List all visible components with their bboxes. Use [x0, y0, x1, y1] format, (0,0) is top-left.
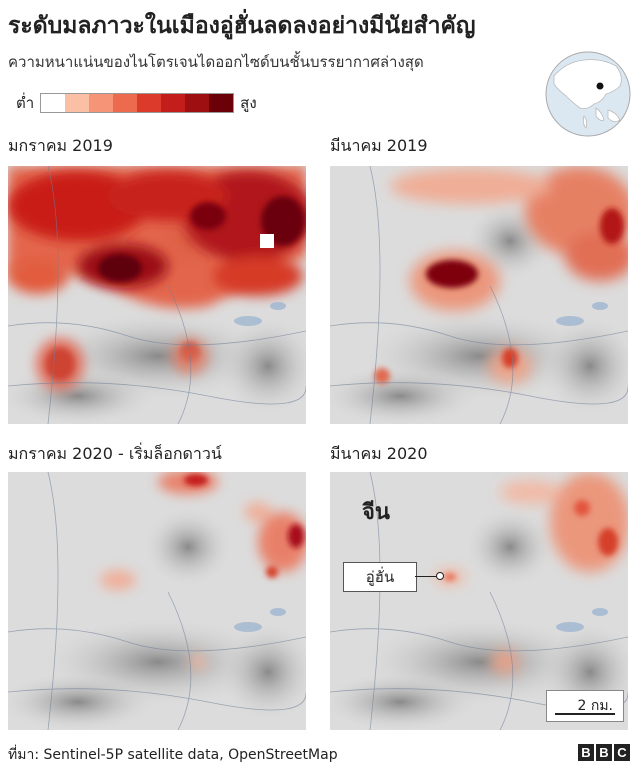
city-label-wuhan: อู่ฮั่น [343, 562, 417, 592]
legend-high-label: สูง [240, 94, 257, 112]
country-label: จีน [362, 500, 390, 525]
panel-label-jan-2019: มกราคม 2019 [8, 136, 113, 155]
city-pointer-line [415, 576, 439, 577]
color-legend: ต่ำ สูง [16, 92, 257, 114]
legend-swatch [41, 94, 66, 112]
source-caption: ที่มา: Sentinel-5P satellite data, OpenS… [8, 747, 338, 763]
legend-swatch [161, 94, 186, 112]
page-subtitle: ความหนาแน่นของไนโตรเจนไดออกไซด์บนชั้นบรร… [8, 53, 424, 71]
map-panel-mar-2019 [330, 166, 628, 424]
city-marker-icon [436, 572, 444, 580]
panel-label-mar-2019: มีนาคม 2019 [330, 136, 428, 155]
legend-color-scale [40, 93, 235, 113]
legend-swatch [113, 94, 138, 112]
panel-label-mar-2020: มีนาคม 2020 [330, 444, 428, 463]
panel-label-jan-2020: มกราคม 2020 - เริ่มล็อกดาวน์ [8, 444, 222, 463]
locator-globe-icon [544, 50, 632, 138]
map-panel-mar-2020 [330, 472, 628, 730]
scale-line [555, 713, 615, 715]
legend-swatch [65, 94, 90, 112]
scale-label: 2 กม. [577, 698, 613, 714]
legend-swatch [137, 94, 162, 112]
scale-bar: 2 กม. [546, 690, 624, 722]
bbc-logo-letter: B [578, 744, 594, 761]
bbc-logo-letter: C [614, 744, 630, 761]
legend-swatch [89, 94, 114, 112]
map-panel-jan-2020 [8, 472, 306, 730]
page-title: ระดับมลภาวะในเมืองอู่ฮั่นลดลงอย่างมีนัยส… [8, 13, 476, 39]
bbc-logo-letter: B [596, 744, 612, 761]
legend-swatch [185, 94, 210, 112]
bbc-logo: B B C [578, 744, 630, 761]
legend-swatch [209, 94, 234, 112]
map-panel-jan-2019 [8, 166, 306, 424]
legend-low-label: ต่ำ [16, 94, 35, 112]
